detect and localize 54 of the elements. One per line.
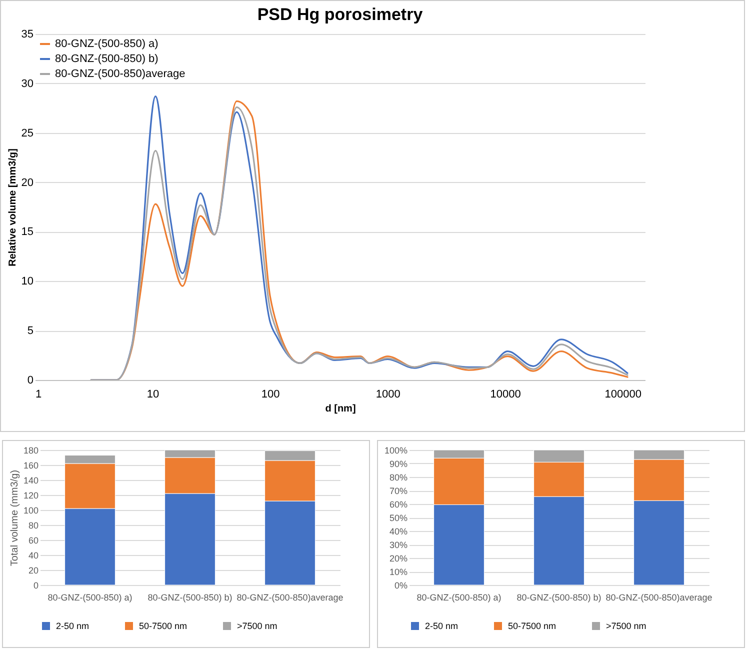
y-tick-label: 20 [21, 176, 34, 189]
y-tick-label: 100% [384, 446, 408, 456]
x-tick-label: 80-GNZ-(500-850) a) [48, 592, 132, 602]
y-tick-label: 35 [21, 28, 34, 40]
y-axis-title: Total volume (mm3/g) [9, 470, 20, 566]
y-tick-label: 80% [389, 472, 408, 482]
x-axis-title: d [nm] [325, 404, 356, 414]
y-tick-label: 80 [28, 520, 38, 530]
legend-label: 80-GNZ-(500-850)average [55, 68, 186, 80]
y-tick-label: 0 [33, 580, 38, 590]
legend-label: 80-GNZ-(500-850) a) [55, 38, 158, 50]
y-tick-label: 20 [28, 566, 38, 576]
y-tick-label: 120 [23, 490, 38, 500]
y-tick-label: 40% [389, 526, 408, 536]
y-tick-label: 50% [389, 513, 408, 523]
x-tick-label: 80-GNZ-(500-850) b) [148, 592, 232, 602]
y-tick-label: 30% [389, 540, 408, 550]
y-tick-label: 180 [23, 446, 38, 456]
y-tick-label: 5 [27, 325, 34, 338]
x-tick-label: 1 [36, 388, 42, 400]
y-tick-label: 40 [28, 550, 38, 560]
x-tick-label: 80-GNZ-(500-850)average [606, 592, 712, 602]
y-tick-label: 90% [389, 459, 408, 469]
x-tick-label: 10000 [490, 388, 521, 400]
x-tick-label: 100 [261, 388, 280, 400]
y-tick-label: 25 [21, 127, 34, 140]
y-tick-label: 20% [389, 554, 408, 564]
y-tick-label: 100 [23, 506, 38, 516]
legend-label: >7500 nm [606, 621, 646, 631]
y-tick-label: 10% [389, 567, 408, 577]
chart-title: PSD Hg porosimetry [257, 5, 424, 24]
x-tick-label: 80-GNZ-(500-850)average [236, 592, 344, 602]
x-tick-label: 1000 [376, 388, 400, 400]
y-tick-label: 15 [21, 226, 34, 238]
y-tick-label: 10 [21, 276, 34, 288]
legend-label: 2-50 nm [56, 621, 90, 631]
x-tick-label: 80-GNZ-(500-850) b) [516, 592, 602, 602]
legend-label: 80-GNZ-(500-850) b) [55, 53, 158, 65]
x-tick-label: 100000 [604, 388, 642, 400]
legend-label: 2-50 nm [425, 621, 458, 631]
y-tick-label: 160 [23, 460, 38, 470]
y-tick-label: 140 [23, 476, 38, 486]
x-tick-label: 80-GNZ-(500-850) a) [416, 592, 502, 602]
legend-label: 50-7500 nm [139, 621, 188, 631]
y-tick-label: 60% [389, 500, 408, 510]
x-tick-label: 10 [146, 388, 160, 400]
legend-label: >7500 nm [237, 621, 278, 631]
y-tick-label: 0% [394, 580, 408, 590]
y-axis-title: Relative volume [mm3/g] [7, 148, 18, 266]
y-tick-label: 70% [389, 486, 408, 496]
y-tick-label: 0 [27, 374, 34, 386]
y-tick-label: 30 [21, 78, 34, 90]
y-tick-label: 60 [28, 536, 38, 546]
legend-label: 50-7500 nm [508, 621, 556, 631]
